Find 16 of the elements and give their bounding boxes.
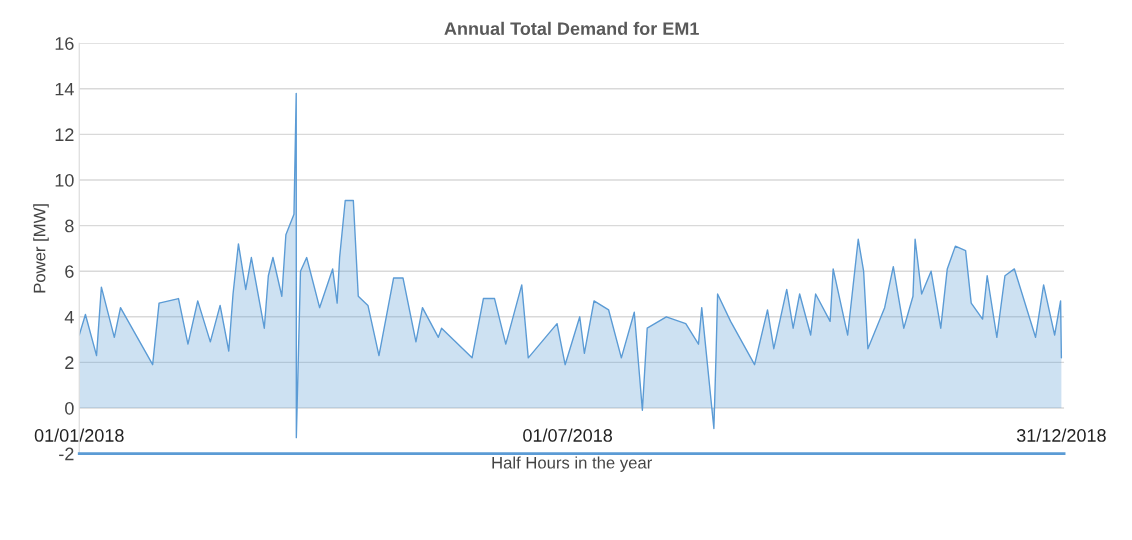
- y-tick-label: 16: [55, 37, 74, 50]
- y-tick-label: 2: [65, 356, 74, 369]
- y-axis-title: Power [MW]: [33, 204, 49, 293]
- y-tick-label: 6: [65, 265, 74, 278]
- y-tick-label: 4: [64, 310, 74, 324]
- chart-title: Annual Total Demand for EM1: [444, 21, 699, 36]
- x-tick-label: 31/12/2018: [1016, 428, 1106, 442]
- y-tick-label: 14: [55, 82, 74, 96]
- y-tick-label: 0: [65, 401, 74, 415]
- y-tick-label: 10: [55, 173, 74, 187]
- y-tick-label: -2: [59, 447, 74, 461]
- x-tick-label: 01/07/2018: [523, 428, 613, 442]
- y-tick-label: 8: [65, 219, 74, 233]
- x-axis-title: Half Hours in the year: [492, 456, 652, 472]
- x-tick-label: 01/01/2018: [34, 428, 124, 442]
- y-tick-label: 12: [55, 128, 74, 141]
